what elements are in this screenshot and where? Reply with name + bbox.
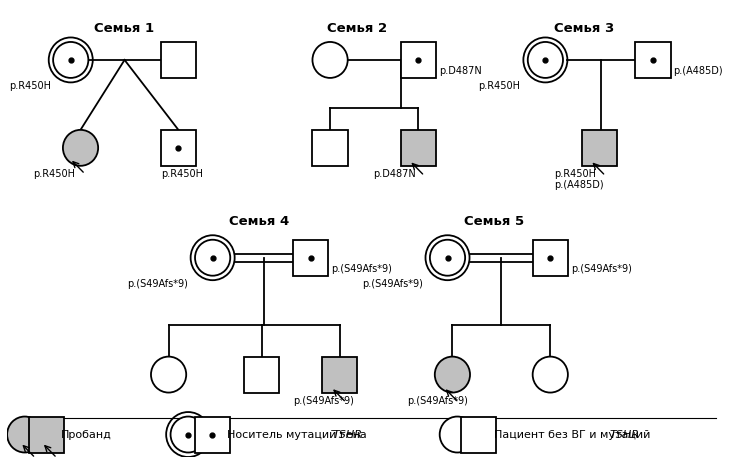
Bar: [313, 130, 348, 166]
Text: Пробанд: Пробанд: [61, 430, 112, 440]
Text: p.R450H: p.R450H: [34, 169, 76, 179]
Text: p.R450H: p.R450H: [479, 81, 520, 91]
Circle shape: [528, 42, 563, 78]
Bar: [581, 130, 617, 166]
Text: p.(S49Afs*9): p.(S49Afs*9): [127, 278, 188, 289]
Bar: [29, 416, 64, 453]
Circle shape: [63, 130, 98, 166]
Bar: [533, 240, 568, 276]
Circle shape: [430, 240, 465, 276]
Circle shape: [53, 42, 88, 78]
Bar: [461, 416, 496, 453]
Bar: [161, 42, 196, 78]
Text: Носитель мутаций гена: Носитель мутаций гена: [227, 430, 370, 440]
Text: Семья 4: Семья 4: [230, 215, 290, 228]
Text: Семья 3: Семья 3: [554, 22, 614, 35]
Text: p.R450H: p.R450H: [554, 169, 596, 179]
Text: Семья 1: Семья 1: [95, 22, 155, 35]
Circle shape: [7, 416, 43, 453]
Bar: [636, 42, 671, 78]
Bar: [322, 357, 357, 393]
Text: p.R450H: p.R450H: [9, 81, 51, 91]
Text: Пациент без ВГ и мутаций: Пациент без ВГ и мутаций: [493, 430, 653, 440]
Text: p.(A485D): p.(A485D): [674, 66, 723, 76]
Text: p.R450H: p.R450H: [161, 169, 203, 179]
Circle shape: [440, 416, 475, 453]
Bar: [293, 240, 328, 276]
Text: p.(S49Afs*9): p.(S49Afs*9): [293, 396, 354, 406]
Text: p.(S49Afs*9): p.(S49Afs*9): [407, 396, 468, 406]
Circle shape: [195, 240, 230, 276]
Text: p.D487N: p.D487N: [373, 169, 416, 179]
Circle shape: [313, 42, 348, 78]
Text: p.(S49Afs*9): p.(S49Afs*9): [331, 264, 392, 274]
Text: Семья 2: Семья 2: [327, 22, 388, 35]
Text: TSHR: TSHR: [333, 430, 363, 440]
Text: p.(A485D): p.(A485D): [554, 180, 604, 190]
Text: p.(S49Afs*9): p.(S49Afs*9): [571, 264, 632, 274]
Text: Семья 5: Семья 5: [465, 215, 525, 228]
Bar: [401, 42, 436, 78]
Circle shape: [533, 357, 568, 393]
Text: p.(S49Afs*9): p.(S49Afs*9): [362, 278, 423, 289]
Circle shape: [435, 357, 470, 393]
Bar: [195, 416, 230, 453]
Bar: [244, 357, 279, 393]
Circle shape: [170, 416, 206, 453]
Bar: [161, 130, 196, 166]
Text: TSHR: TSHR: [610, 430, 640, 440]
Circle shape: [151, 357, 186, 393]
Bar: [401, 130, 436, 166]
Text: p.D487N: p.D487N: [439, 66, 482, 76]
